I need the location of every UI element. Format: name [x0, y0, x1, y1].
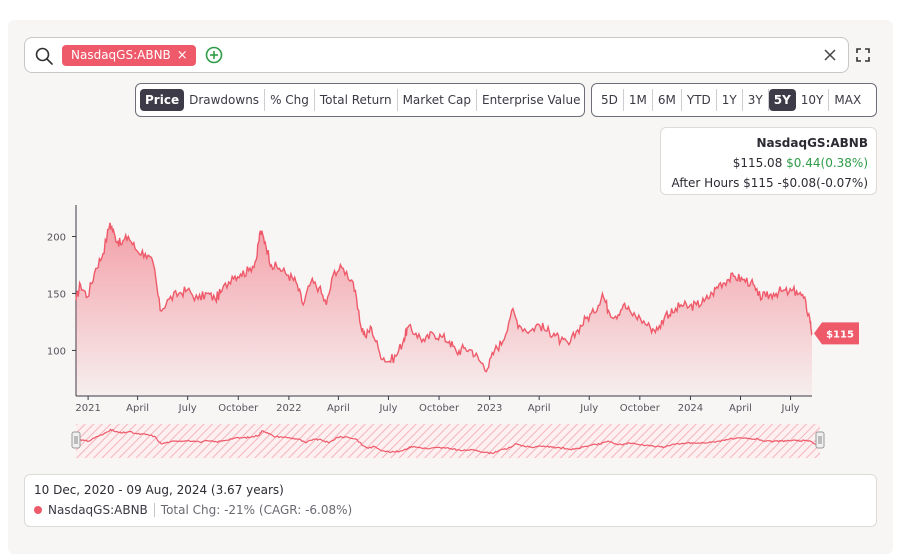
range-1y[interactable]: 1Y [717, 89, 743, 111]
search-icon [35, 47, 53, 65]
x-tick-label: October [620, 403, 661, 414]
x-tick-label: 2021 [75, 403, 100, 414]
ticker-chip-label: NasdaqGS:ABNB [71, 48, 171, 62]
price-chart[interactable]: 100 150 200 2021 April July October 2022 April Ju… [20, 200, 880, 465]
quote-change: $0.44(0.38%) [786, 156, 868, 170]
after-hours: After Hours $115 -$0.08(-0.07%) [671, 176, 868, 190]
x-tick-label: July [579, 403, 598, 414]
tab-chg[interactable]: % Chg [265, 89, 315, 111]
x-tick-label: April [327, 403, 350, 414]
x-tick-label: October [419, 403, 460, 414]
x-tick-label: July [178, 403, 197, 414]
tab-enterprise-value[interactable]: Enterprise Value [481, 93, 581, 107]
range-5d[interactable]: 5D [596, 89, 624, 111]
y-tick-label: 200 [47, 232, 66, 243]
ticker-chip[interactable]: NasdaqGS:ABNB × [62, 45, 196, 66]
search-bar[interactable]: NasdaqGS:ABNB × [24, 37, 849, 73]
last-price-flag [814, 322, 859, 345]
x-tick-label: 2024 [678, 403, 703, 414]
fullscreen-icon[interactable] [855, 47, 871, 63]
x-tick-label: April [528, 403, 551, 414]
summary-box: 10 Dec, 2020 - 09 Aug, 2024 (3.67 years)… [24, 474, 877, 527]
quote-price: $115.08 [732, 156, 783, 170]
range-5y[interactable]: 5Y [768, 89, 796, 111]
chip-close-icon[interactable]: × [176, 48, 188, 63]
series-dot [34, 506, 42, 514]
x-tick-label: April [126, 403, 149, 414]
navigator-handle-right[interactable] [815, 431, 825, 449]
tab-drawdowns[interactable]: Drawdowns [184, 89, 266, 111]
clear-search-icon[interactable] [822, 47, 838, 63]
range-max[interactable]: MAX [834, 93, 862, 107]
navigator-line [75, 428, 821, 455]
tab-price[interactable]: Price [140, 89, 185, 111]
quote-box: NasdaqGS:ABNB $115.08 $0.44(0.38%) After… [660, 127, 877, 195]
range-ytd[interactable]: YTD [682, 89, 717, 111]
range-3y[interactable]: 3Y [743, 89, 769, 111]
total-change: Total Chg: -21% (CAGR: -6.08%) [160, 503, 353, 517]
range-10y[interactable]: 10Y [796, 89, 830, 111]
tab-total-return[interactable]: Total Return [315, 89, 398, 111]
navigator[interactable] [71, 424, 825, 458]
price-line [75, 222, 813, 373]
y-tick-label: 100 [47, 346, 66, 357]
x-tick-label: October [218, 403, 259, 414]
range-1m[interactable]: 1M [624, 89, 653, 111]
y-tick-label: 150 [47, 289, 66, 300]
price-area [76, 222, 812, 396]
quote-ticker: NasdaqGS:ABNB [756, 136, 868, 150]
tab-market-cap[interactable]: Market Cap [398, 89, 477, 111]
metric-tabs: Price Drawdowns% Chg Total Return Market Ca… [135, 83, 585, 117]
x-tick-label: July [378, 403, 397, 414]
range-6m[interactable]: 6M [653, 89, 682, 111]
x-tick-label: July [781, 403, 800, 414]
last-price-label: $115 [826, 329, 854, 340]
add-ticker-icon[interactable] [205, 46, 223, 64]
main-plot: 100 150 200 2021 April July October 2022 April Ju… [47, 205, 859, 414]
quote-price-row: $115.08 $0.44(0.38%) [669, 153, 868, 173]
navigator-handle-left[interactable] [71, 431, 81, 449]
x-tick-label: April [729, 403, 752, 414]
range-tabs: 5D 1M 6M YTD 1Y 3Y 5Y 10Y MAX [591, 83, 877, 117]
x-tick-label: 2023 [477, 403, 502, 414]
x-tick-label: 2022 [276, 403, 301, 414]
date-range: 10 Dec, 2020 - 09 Aug, 2024 (3.67 years) [34, 483, 284, 497]
navigator-range [76, 424, 820, 458]
series-name: NasdaqGS:ABNB [48, 503, 148, 517]
divider [153, 503, 155, 517]
